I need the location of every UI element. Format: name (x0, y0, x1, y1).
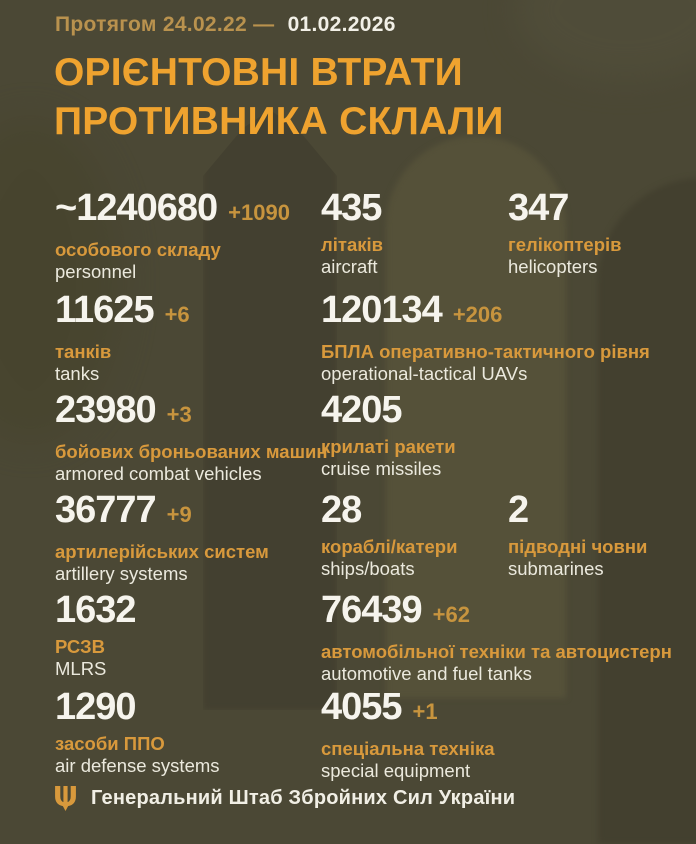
stat-ships-boats: 28 кораблі/катери ships/boats (321, 490, 457, 580)
stat-helicopters: 347 гелікоптерів helicopters (508, 188, 622, 278)
stat-label-uk: літаків (321, 234, 384, 255)
stat-label-uk: автомобільної техніки та автоцистерн (321, 641, 672, 662)
stat-label-uk: гелікоптерів (508, 234, 622, 255)
stat-label-en: operational-tactical UAVs (321, 363, 528, 384)
stat-cruise-missiles: 4205 крилаті ракети cruise missiles (321, 390, 456, 480)
stat-tanks: 11625 +6 танків tanks (55, 290, 190, 385)
stat-label-uk: танків (55, 341, 112, 362)
stat-value: 1290 (55, 686, 137, 728)
report-period: Протягом 24.02.22 — 01.02.2026 (55, 13, 396, 37)
bullet-silhouette-center (386, 136, 566, 698)
stat-label-en: personnel (55, 261, 137, 282)
stat-label-en: aircraft (321, 256, 378, 277)
stat-aircraft: 435 літаків aircraft (321, 188, 392, 278)
stat-label-en: special equipment (321, 760, 471, 781)
period-prefix: Протягом 24.02.22 — (55, 13, 275, 36)
stat-label-uk: артилерійських систем (55, 541, 269, 562)
artillery-shell-silhouette (203, 110, 337, 710)
page-title-line1: ОРІЄНТОВНІ ВТРАТИ (54, 51, 463, 94)
stat-delta: +1 (412, 699, 438, 724)
stat-uavs: 120134 +206 БПЛА оперативно-тактичного рі… (321, 290, 650, 385)
stat-delta: +6 (164, 302, 190, 327)
stat-value: 11625 (55, 289, 155, 331)
stat-label-uk: особового складу (55, 239, 221, 260)
stat-label-en: air defense systems (55, 755, 220, 776)
footer-source-label: Генеральний Штаб Збройних Сил України (91, 787, 516, 809)
page-title-line2: ПРОТИВНИКА СКЛАЛИ (54, 100, 504, 143)
stat-label-en: tanks (55, 363, 100, 384)
stat-label-uk: РСЗВ (55, 636, 105, 657)
stat-value: 4205 (321, 389, 403, 431)
stat-delta: +1090 (228, 200, 290, 225)
background-shade-topright (516, 0, 696, 80)
stat-label-en: artillery systems (55, 563, 188, 584)
stat-label-en: helicopters (508, 256, 598, 277)
stat-delta: +206 (452, 302, 503, 327)
stat-mlrs: 1632 РСЗВ MLRS (55, 590, 147, 680)
stat-label-uk: засоби ППО (55, 733, 165, 754)
stat-special-equipment: 4055 +1 спеціальна техніка special equipm… (321, 687, 495, 782)
stat-label-uk: бойових броньованих машин (55, 441, 328, 462)
stat-label-en: submarines (508, 558, 604, 579)
stat-label-en: ships/boats (321, 558, 415, 579)
stat-value: 76439 (321, 589, 423, 631)
stat-armored-vehicles: 23980 +3 бойових броньованих машин armore… (55, 390, 328, 485)
stat-value: ~1240680 (55, 187, 218, 229)
stat-value: 28 (321, 489, 362, 531)
stat-value: 120134 (321, 289, 443, 331)
stat-label-uk: крилаті ракети (321, 436, 456, 457)
stat-value: 2 (508, 489, 529, 531)
stat-air-defense: 1290 засоби ППО air defense systems (55, 687, 220, 777)
stat-label-uk: підводні човни (508, 536, 648, 557)
tryzub-trident-icon (55, 786, 76, 811)
stat-delta: +62 (432, 602, 470, 627)
stat-delta: +3 (166, 402, 192, 427)
stat-label-en: cruise missiles (321, 458, 442, 479)
stat-value: 347 (508, 187, 569, 229)
stat-label-en: armored combat vehicles (55, 463, 262, 484)
stat-value: 23980 (55, 389, 157, 431)
stat-personnel: ~1240680 +1090 особового складу personnel (55, 188, 290, 283)
stat-label-uk: спеціальна техніка (321, 738, 495, 759)
stat-artillery: 36777 +9 артилерійських систем artillery … (55, 490, 269, 585)
period-date: 01.02.2026 (287, 13, 396, 36)
stat-value: 1632 (55, 589, 137, 631)
stat-automotive: 76439 +62 автомобільної техніки та автоци… (321, 590, 672, 685)
stat-value: 36777 (55, 489, 157, 531)
stat-value: 4055 (321, 686, 403, 728)
stat-value: 435 (321, 187, 382, 229)
stat-label-uk: кораблі/катери (321, 536, 458, 557)
page-title: ОРІЄНТОВНІ ВТРАТИ ПРОТИВНИКА СКЛАЛИ (54, 48, 504, 146)
stat-label-en: automotive and fuel tanks (321, 663, 532, 684)
stat-delta: +9 (166, 502, 192, 527)
footer-source: Генеральний Штаб Збройних Сил України (55, 786, 515, 811)
stat-label-uk: БПЛА оперативно-тактичного рівня (321, 341, 650, 362)
stat-submarines: 2 підводні човни submarines (508, 490, 647, 580)
bullet-silhouette-right (598, 178, 696, 844)
stat-label-en: MLRS (55, 658, 107, 679)
